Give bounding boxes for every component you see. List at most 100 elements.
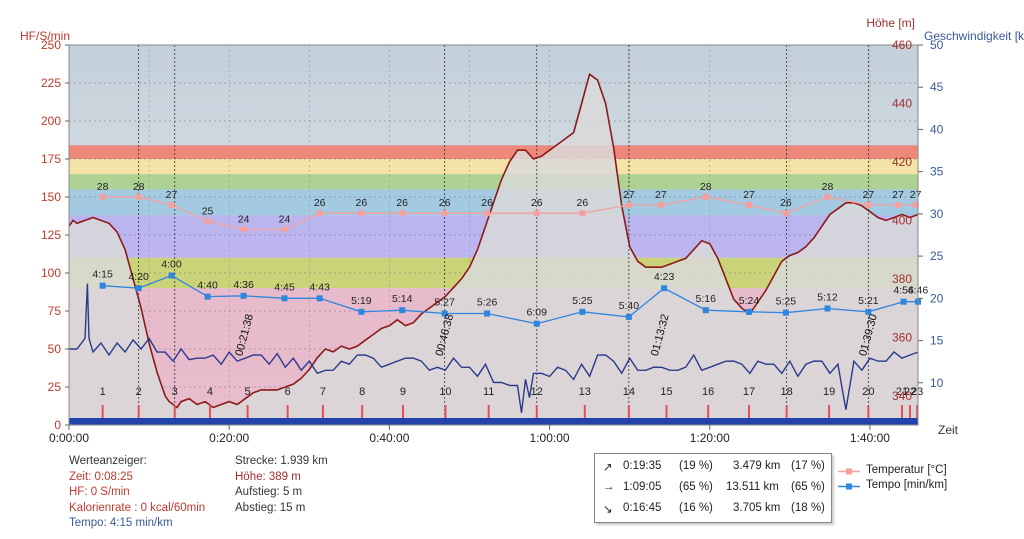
left-tick-label: 200: [41, 114, 61, 128]
summary-row-down: ↘ 0:16:45 (16 %) 3.705 km (18 %): [595, 502, 831, 520]
lap-label: 11: [483, 386, 494, 398]
left-tick-label: 250: [41, 38, 61, 52]
tempo-label: 5:14: [392, 293, 413, 305]
hr-zone-band: [69, 174, 918, 190]
lap-label: 1: [100, 386, 106, 398]
lap-vlines: [138, 45, 869, 425]
summary-distance: 13.511 km: [726, 481, 779, 493]
segment-summary: ↗ 0:19:35 (19 %) 3.479 km (17 %) → 1:09:…: [594, 453, 832, 523]
tempo-point: [399, 307, 406, 314]
temperature-point: [657, 202, 664, 209]
tempo-point: [533, 320, 540, 327]
values-title: Werteanzeiger:: [69, 455, 147, 467]
lap-label: 16: [702, 386, 714, 398]
temperature-label: 28: [97, 181, 109, 193]
temperature-point: [824, 193, 831, 200]
altitude-tick-label: 360: [892, 330, 912, 344]
tempo-label: 4:23: [654, 271, 675, 283]
left-tick-label: 225: [41, 76, 61, 90]
legend-item-temperature[interactable]: Temperatur [°C]: [836, 464, 976, 479]
altitude-tick-label: 340: [892, 389, 912, 403]
temperature-line: [102, 196, 916, 231]
tempo-point: [782, 309, 789, 316]
temperature-label: 24: [279, 213, 291, 225]
tempo-point: [579, 308, 586, 315]
hf-value: HF: 0 S/min: [69, 486, 130, 498]
lap-label: 3: [172, 386, 178, 398]
ascent-value: Aufstieg: 5 m: [235, 486, 303, 498]
lap-label: 6: [285, 386, 291, 398]
x-tick-label: 0:00:00: [49, 431, 89, 445]
summary-time: 0:19:35: [623, 460, 662, 472]
summary-distance-pct: (18 %): [791, 502, 825, 514]
arrow-right-icon: →: [603, 481, 615, 493]
temperature-point: [204, 218, 211, 225]
temperature-point: [135, 193, 142, 200]
legend: Temperatur [°C] Tempo [min/km]: [836, 462, 976, 496]
tempo-point: [168, 272, 175, 279]
temperature-point: [168, 202, 175, 209]
temperature-point: [912, 202, 919, 209]
hr-zone-band: [69, 159, 918, 175]
heart-rate-series: [69, 283, 919, 413]
speed-tick-label: 50: [930, 38, 944, 52]
lap-label: 13: [579, 386, 591, 398]
tempo-label: 5:40: [619, 300, 640, 312]
left-tick-label: 75: [48, 304, 62, 318]
left-tick-label: 25: [48, 380, 62, 394]
legend-label: Tempo [min/km]: [866, 479, 948, 491]
distance-value: Strecke: 1.939 km: [235, 455, 328, 467]
tempo-line: [102, 274, 918, 325]
lap-label: 2: [136, 386, 142, 398]
temperature-label: 28: [133, 181, 145, 193]
altitude-series: [68, 72, 919, 425]
x-tick-label: 0:40:00: [369, 431, 409, 445]
speed-tick-label: 10: [930, 376, 944, 390]
temperature-label: 26: [439, 197, 451, 209]
temperature-point: [441, 210, 448, 217]
temperature-label: 26: [780, 197, 792, 209]
summary-time: 0:16:45: [623, 502, 662, 514]
time-value: Zeit: 0:08:25: [69, 470, 133, 483]
lap-label: 18: [781, 386, 793, 398]
tempo-label: 4:43: [309, 281, 330, 293]
summary-time-pct: (65 %): [679, 481, 713, 493]
temperature-label: 26: [481, 197, 493, 209]
left-axis-title: HF/S/min: [20, 29, 70, 43]
descent-value: Abstieg: 15 m: [235, 501, 306, 514]
altitude-axis-title: Höhe [m]: [866, 16, 915, 30]
temperature-label: 27: [623, 189, 635, 201]
speed-axis-title: Geschwindigkeit [k: [924, 29, 1024, 43]
tempo-point: [316, 295, 323, 302]
speed-tick-label: 20: [930, 291, 944, 305]
temperature-point: [358, 210, 365, 217]
temperature-label: 26: [531, 197, 543, 209]
left-tick-label: 125: [41, 228, 61, 242]
x-tick-label: 1:40:00: [850, 431, 890, 445]
tempo-label: 5:12: [817, 291, 838, 303]
temperature-point: [484, 210, 491, 217]
temperature-label: 27: [862, 189, 874, 201]
summary-time-pct: (16 %): [679, 502, 713, 514]
speed-tick-label: 15: [930, 334, 944, 348]
temperature-label: 27: [743, 189, 755, 201]
temperature-label: 26: [356, 197, 368, 209]
summary-distance: 3.479 km: [733, 460, 781, 472]
arrow-down-right-icon: ↘: [603, 504, 613, 516]
temperature-label: 28: [700, 181, 712, 193]
tempo-label: 4:00: [161, 259, 182, 271]
altitude-tick-label: 460: [892, 38, 912, 52]
tempo-label: 4:56: [893, 285, 914, 297]
lap-label: 10: [439, 386, 451, 398]
altitude-value: Höhe: 389 m: [235, 470, 301, 483]
tempo-label: 5:26: [477, 297, 498, 309]
legend-item-tempo[interactable]: Tempo [min/km]: [836, 479, 976, 494]
speed-tick-label: 45: [930, 80, 944, 94]
tempo-point: [204, 293, 211, 300]
summary-distance-pct: (17 %): [791, 460, 825, 472]
temperature-label: 25: [202, 205, 214, 217]
temperature-swatch-icon: [838, 468, 860, 475]
axes: 0255075100125150175200225250340360380400…: [41, 38, 944, 445]
